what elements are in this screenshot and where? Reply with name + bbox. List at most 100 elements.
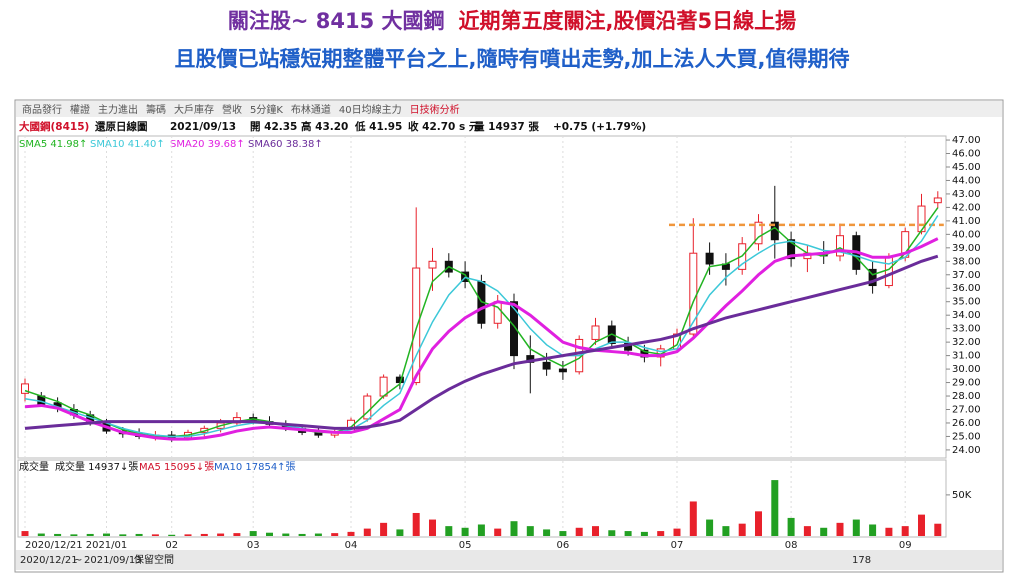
x-tick-label: 03 [247, 540, 260, 551]
info-open: 開 42.35 [250, 121, 297, 133]
volume-bar [86, 533, 94, 536]
volume-bar [575, 527, 583, 536]
volume-bar [282, 533, 290, 536]
y-tick-label: 30.00 [952, 364, 981, 375]
volume-bar [755, 511, 762, 536]
candle-body [379, 376, 388, 397]
volume-bar [331, 533, 339, 536]
volume-bar [217, 533, 225, 536]
legend-entry: SMA20 39.68↑ [170, 139, 245, 150]
volume-bar [510, 521, 518, 536]
x-tick-label: 09 [899, 540, 912, 551]
volume-bar [70, 534, 78, 536]
volume-legend: MA10 17854↑張 [214, 461, 296, 473]
y-tick-label: 37.00 [952, 270, 981, 281]
volume-bar [526, 526, 534, 536]
volume-bar [21, 531, 29, 536]
toolbar-tab[interactable]: 5分鐘K [250, 103, 283, 116]
candle-body [754, 221, 763, 245]
volume-bar [918, 514, 925, 536]
ma-line [24, 254, 939, 430]
volume-bar [151, 534, 159, 536]
candle-body [884, 256, 893, 287]
info-close: 收 42.70 s 元 [408, 120, 480, 133]
volume-bar [37, 533, 45, 536]
toolbar-tab[interactable]: 主力進出 [98, 103, 138, 116]
y-tick-label: 47.00 [952, 135, 981, 146]
volume-bar [901, 526, 909, 536]
toolbar-tab[interactable]: 權證 [70, 103, 90, 116]
candle-body [363, 395, 372, 420]
volume-bar [184, 534, 192, 536]
legend-entry: SMA5 41.98↑ [19, 139, 87, 150]
volume-bar [934, 523, 942, 536]
footer-to[interactable]: 2021/09/13 [84, 555, 142, 566]
headline: 關注股~ 8415 大國鋼 近期第五度關注,股價沿著5日線上揚 [228, 9, 796, 33]
volume-bar [738, 523, 746, 536]
toolbar-tab[interactable]: 40日均線主力 [339, 103, 402, 116]
volume-bar [885, 527, 893, 536]
headline-b: 近期第五度關注,股價沿著5日線上揚 [459, 9, 797, 33]
candle-body [21, 383, 29, 394]
toolbar-tab[interactable]: 日技術分析 [410, 103, 460, 116]
y-tick-label: 25.00 [952, 431, 981, 442]
volume-bar [298, 533, 306, 536]
y-tick-label: 40.00 [952, 229, 981, 240]
y-tick-label: 46.00 [952, 149, 981, 160]
volume-bar [803, 526, 811, 536]
headline-2: 且股價已站穩短期整體平台之上,隨時有噴出走勢,加上法人大買,值得期待 [175, 47, 850, 71]
candle-body [836, 235, 844, 257]
y-tick-label: 50K [952, 490, 972, 501]
x-tick-label: 04 [345, 540, 358, 551]
info-date: 2021/09/13 [170, 121, 236, 133]
x-tick-label: 06 [557, 540, 570, 551]
candle-body [787, 239, 796, 260]
y-tick-label: 38.00 [952, 256, 981, 267]
footer-reserve[interactable]: 保留空間 [134, 553, 174, 566]
toolbar-tab[interactable]: 營收 [222, 103, 242, 116]
toolbar-tab[interactable]: 布林通道 [291, 103, 331, 116]
y-tick-label: 24.00 [952, 445, 981, 456]
candle-body [705, 252, 714, 265]
y-tick-label: 42.00 [952, 202, 981, 213]
toolbar-tab[interactable]: 商品發行 [22, 103, 62, 116]
volume-bar [836, 522, 844, 536]
y-tick-label: 32.00 [952, 337, 981, 348]
candle-body [510, 301, 518, 357]
footer-bar [16, 550, 1002, 570]
volume-legend: 成交量 14937↓張 [55, 460, 138, 473]
volume-bar [461, 527, 469, 536]
volume-bar [706, 519, 714, 536]
x-tick-label: 05 [459, 540, 472, 551]
volume-bar [200, 533, 208, 536]
y-tick-label: 39.00 [952, 243, 981, 254]
x-tick-label: 07 [671, 540, 684, 551]
y-tick-label: 45.00 [952, 162, 981, 173]
footer-sep: ~ [74, 555, 82, 566]
volume-bar [119, 534, 127, 536]
volume-bar [135, 533, 143, 536]
volume-bar [657, 531, 665, 536]
volume-bar [396, 529, 404, 536]
toolbar-tab[interactable]: 大戶庫存 [174, 103, 214, 116]
candle-body [591, 325, 600, 340]
y-tick-label: 28.00 [952, 391, 981, 402]
volume-bar [412, 512, 420, 536]
ma-line [24, 215, 939, 438]
volume-bar [869, 524, 877, 536]
toolbar-tab[interactable]: 籌碼 [146, 103, 166, 116]
volume-bar [689, 501, 697, 536]
x-tick-label: 08 [785, 540, 798, 551]
volume-bar [363, 528, 371, 536]
candle-body [917, 205, 926, 233]
footer-from[interactable]: 2020/12/21 [20, 555, 78, 566]
toolbar [16, 101, 1002, 117]
volume-frame [17, 459, 947, 538]
volume-legend: MA5 15095↓張 [139, 461, 214, 473]
y-tick-label: 35.00 [952, 297, 981, 308]
volume-bar [592, 526, 599, 536]
volume-bar [429, 519, 436, 536]
volume-bar [673, 528, 681, 536]
volume-bar [54, 533, 62, 536]
volume-bar [168, 534, 176, 536]
